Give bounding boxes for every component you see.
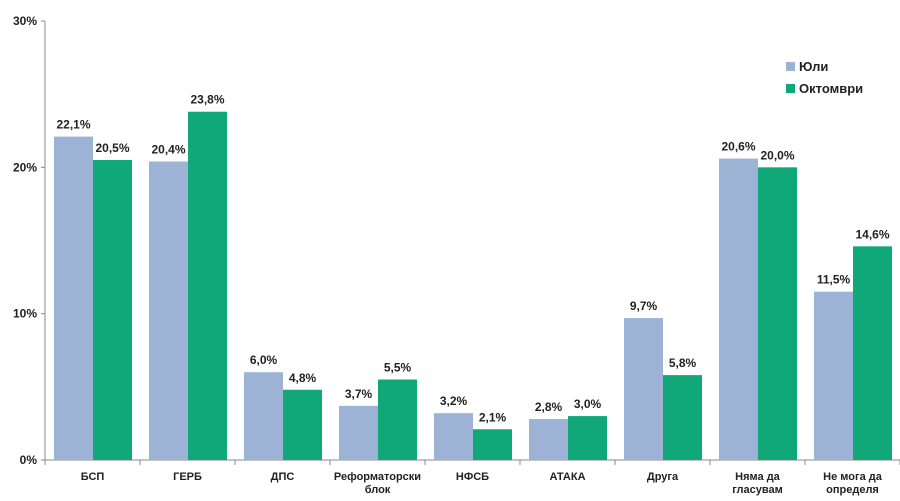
category-label: блок [365,484,391,496]
bar-series-2 [473,429,512,460]
data-label: 20,4% [151,142,185,156]
bar-series-2 [188,111,227,460]
bar-series-2 [378,379,417,460]
category-label: Реформаторски [334,471,421,483]
bar-series-2 [758,167,797,461]
data-label: 4,8% [289,371,317,385]
bar-series-1 [54,136,93,460]
category-label: Друга [647,471,679,483]
data-label: 3,7% [345,387,373,401]
data-label: 2,8% [535,400,563,414]
y-tick-label: 0% [20,453,38,467]
data-label: 23,8% [190,93,224,107]
data-label: 20,5% [95,141,129,155]
category-label: Няма да [735,471,781,483]
data-label: 9,7% [630,299,658,313]
bar-series-1 [149,161,188,461]
category-label: БСП [81,471,105,483]
data-label: 6,0% [250,353,278,367]
y-tick-label: 20% [13,160,37,174]
data-label: 14,6% [855,227,889,241]
bar-series-1 [624,318,663,460]
data-label: 3,2% [440,394,468,408]
data-label: 22,1% [56,118,90,132]
legend-swatch [786,62,795,71]
data-label: 5,5% [384,361,412,375]
bar-series-2 [283,389,322,460]
legend-swatch [786,84,795,93]
category-label: НФСБ [456,471,489,483]
y-tick-label: 30% [13,14,37,28]
bar-series-2 [853,246,892,460]
category-label: определя [826,484,879,496]
bar-series-2 [663,375,702,460]
category-label: ДПС [271,471,295,483]
legend-label: Октомври [799,81,863,96]
bar-series-1 [814,291,853,460]
data-label: 5,8% [669,356,697,370]
data-label: 20,0% [760,148,794,162]
data-label: 2,1% [479,410,507,424]
bar-series-1 [719,158,758,460]
bar-series-1 [434,413,473,460]
category-label: АТАКА [549,471,585,483]
category-label: ГЕРБ [173,471,202,483]
category-label: Не мога да [823,471,883,483]
data-label: 20,6% [721,140,755,154]
data-label: 3,0% [574,397,602,411]
bar-series-1 [529,419,568,460]
bar-series-2 [568,416,607,460]
data-label: 11,5% [817,273,851,287]
bar-series-2 [93,160,132,460]
bar-series-1 [339,405,378,460]
bar-series-1 [244,372,283,460]
y-tick-label: 10% [13,307,37,321]
category-label: гласувам [732,484,783,496]
legend-label: Юли [799,59,828,74]
